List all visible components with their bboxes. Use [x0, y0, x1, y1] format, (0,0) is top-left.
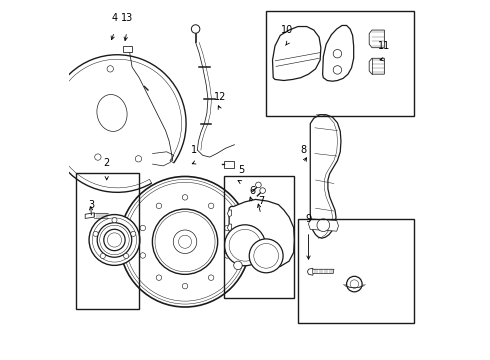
Text: 13: 13: [121, 13, 133, 23]
Circle shape: [182, 195, 188, 200]
Circle shape: [350, 280, 359, 288]
Circle shape: [249, 239, 283, 273]
Polygon shape: [322, 26, 354, 81]
Circle shape: [208, 203, 214, 208]
Circle shape: [104, 229, 125, 251]
Circle shape: [140, 225, 146, 231]
Polygon shape: [369, 30, 384, 48]
Text: 7: 7: [258, 197, 264, 207]
Circle shape: [140, 253, 146, 258]
Text: 4: 4: [111, 13, 118, 23]
Text: 12: 12: [214, 93, 226, 102]
Circle shape: [155, 212, 215, 272]
Circle shape: [93, 231, 98, 237]
Circle shape: [97, 223, 132, 257]
Bar: [224, 176, 294, 298]
Circle shape: [260, 188, 266, 193]
Circle shape: [100, 225, 129, 255]
Circle shape: [100, 253, 105, 258]
Circle shape: [234, 261, 242, 270]
Ellipse shape: [97, 95, 127, 131]
Circle shape: [120, 176, 250, 307]
Polygon shape: [313, 269, 334, 274]
Text: 10: 10: [281, 25, 294, 35]
Circle shape: [135, 156, 142, 162]
Text: 3: 3: [89, 200, 95, 210]
Circle shape: [254, 243, 278, 268]
Bar: [298, 219, 415, 323]
Polygon shape: [227, 224, 232, 231]
Circle shape: [123, 253, 129, 258]
Circle shape: [182, 283, 188, 289]
Circle shape: [125, 183, 245, 301]
Polygon shape: [224, 161, 234, 168]
Circle shape: [333, 49, 342, 58]
Circle shape: [208, 275, 214, 280]
Circle shape: [229, 229, 261, 261]
Circle shape: [317, 219, 330, 231]
Text: 5: 5: [238, 165, 245, 175]
Text: 11: 11: [378, 41, 391, 51]
Text: 1: 1: [191, 145, 197, 155]
Circle shape: [92, 218, 137, 262]
Text: 6: 6: [249, 186, 255, 196]
Circle shape: [333, 66, 342, 74]
Circle shape: [112, 218, 117, 223]
Circle shape: [107, 66, 113, 72]
Circle shape: [156, 203, 162, 208]
Circle shape: [224, 225, 266, 266]
Polygon shape: [227, 210, 232, 217]
Circle shape: [178, 235, 192, 248]
Circle shape: [224, 225, 230, 231]
Circle shape: [156, 275, 162, 280]
Polygon shape: [272, 27, 321, 81]
Text: 8: 8: [300, 145, 306, 155]
Bar: [266, 11, 415, 117]
Circle shape: [131, 231, 136, 237]
Circle shape: [346, 276, 362, 292]
Polygon shape: [369, 58, 384, 74]
Circle shape: [152, 209, 218, 274]
Polygon shape: [310, 115, 341, 238]
Circle shape: [122, 179, 247, 304]
Circle shape: [256, 182, 261, 188]
Text: 2: 2: [103, 158, 110, 168]
Text: 9: 9: [305, 214, 312, 224]
Polygon shape: [307, 268, 314, 275]
Circle shape: [95, 154, 101, 160]
Polygon shape: [85, 213, 95, 219]
Polygon shape: [229, 199, 294, 268]
Circle shape: [224, 253, 230, 258]
Circle shape: [107, 233, 122, 247]
Polygon shape: [123, 46, 132, 52]
Circle shape: [89, 215, 140, 265]
Circle shape: [173, 230, 197, 253]
Bar: [76, 173, 139, 309]
Circle shape: [192, 25, 200, 33]
Polygon shape: [309, 219, 339, 231]
